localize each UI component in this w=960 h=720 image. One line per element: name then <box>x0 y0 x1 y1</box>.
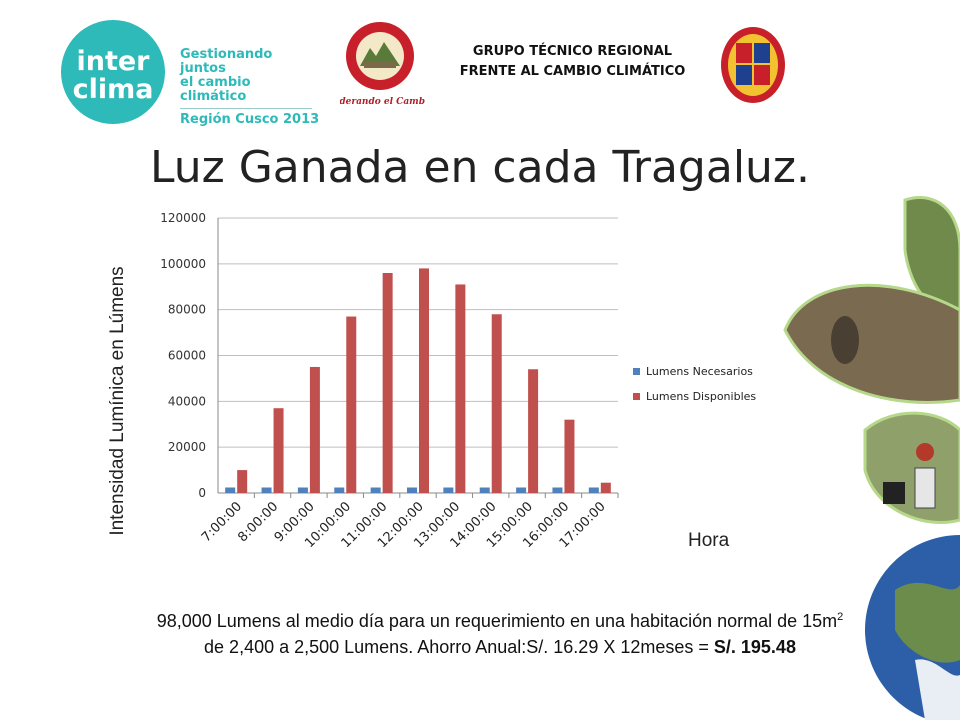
bar-necesarios <box>297 487 308 493</box>
chart-gridlines <box>217 217 619 498</box>
logo-line2: clima <box>73 74 154 105</box>
bar-disponibles <box>491 314 502 493</box>
bar-chart: 0 20000 40000 60000 80000 100000 120000 7:00:0… <box>160 211 756 551</box>
bar-necesarios <box>225 487 236 493</box>
bar-necesarios <box>370 487 381 493</box>
legend-swatch <box>633 393 640 400</box>
bar-necesarios <box>516 487 527 493</box>
nature-collage-decoration <box>783 195 960 720</box>
logo-tag3: Región Cusco 2013 <box>180 112 320 127</box>
bar-necesarios <box>407 487 417 493</box>
bar-disponibles <box>455 284 466 493</box>
bar-disponibles <box>382 273 393 493</box>
cusco-coat-of-arms <box>721 27 785 103</box>
y-tick-label: 80000 <box>168 303 206 317</box>
y-tick-label: 60000 <box>168 349 206 363</box>
bar-disponibles <box>237 470 248 493</box>
caption-line2: de 2,400 a 2,500 Lumens. Ahorro Anual:S/… <box>60 634 940 660</box>
x-tick-labels: 7:00:008:00:009:00:0010:00:0011:00:0012:… <box>199 499 609 551</box>
bar-necesarios <box>552 487 563 493</box>
y-tick-label: 100000 <box>160 257 206 271</box>
caption-total: S/. 195.48 <box>713 637 796 657</box>
slide-title: Luz Ganada en cada Tragaluz. <box>149 142 811 193</box>
chart-bars <box>225 268 611 493</box>
y-tick-label: 20000 <box>168 440 206 454</box>
caption-line1: 98,000 Lumens al medio día para un reque… <box>60 604 940 634</box>
logo-rule <box>180 108 312 109</box>
bar-necesarios <box>588 487 599 493</box>
caption: 98,000 Lumens al medio día para un reque… <box>60 604 940 660</box>
y-tick-label: 40000 <box>168 394 206 408</box>
logo-line1: inter <box>76 46 150 77</box>
bar-necesarios <box>443 487 454 493</box>
bar-disponibles <box>564 419 575 493</box>
legend-label: Lumens Necesarios <box>646 365 753 378</box>
legend-swatch <box>633 368 640 375</box>
bar-disponibles <box>528 369 539 493</box>
bar-disponibles <box>273 408 284 493</box>
bar-necesarios <box>261 487 272 493</box>
regional-government-seal: Liderando el Cambio <box>340 22 425 107</box>
y-tick-label: 0 <box>198 486 206 500</box>
bar-disponibles <box>600 482 611 493</box>
caption-superscript: 2 <box>837 611 844 623</box>
seal-caption: Liderando el Cambio <box>340 97 425 107</box>
logo-tagline: Gestionando juntos el cambio climático R… <box>180 48 320 127</box>
bar-disponibles <box>346 316 357 493</box>
caption-line1-text: 98,000 Lumens al medio día para un reque… <box>156 611 838 631</box>
x-axis-label: Hora <box>688 530 730 551</box>
bar-disponibles <box>419 268 429 493</box>
bar-necesarios <box>479 487 490 493</box>
group-line1: GRUPO TÉCNICO REGIONAL <box>472 44 673 59</box>
bar-disponibles <box>309 366 320 493</box>
y-tick-labels: 0 20000 40000 60000 80000 100000 120000 <box>160 211 206 500</box>
group-line2: FRENTE AL CAMBIO CLIMÁTICO <box>459 64 686 79</box>
logo-tag2: el cambio climático <box>180 75 251 104</box>
chart-legend: Lumens Necesarios Lumens Disponibles <box>633 365 756 403</box>
group-name: GRUPO TÉCNICO REGIONAL FRENTE AL CAMBIO … <box>440 42 705 82</box>
y-axis-label: Intensidad Lumínica en Lúmens <box>107 266 128 536</box>
y-tick-label: 120000 <box>160 211 206 225</box>
header: inter clima Gestionando juntos el cambio… <box>0 0 960 127</box>
caption-line2-text: de 2,400 a 2,500 Lumens. Ahorro Anual:S/… <box>204 637 714 657</box>
bar-necesarios <box>334 487 345 493</box>
logo-tag1: Gestionando juntos <box>180 47 273 76</box>
legend-label: Lumens Disponibles <box>646 390 756 403</box>
interclima-logo: inter clima <box>61 20 165 124</box>
